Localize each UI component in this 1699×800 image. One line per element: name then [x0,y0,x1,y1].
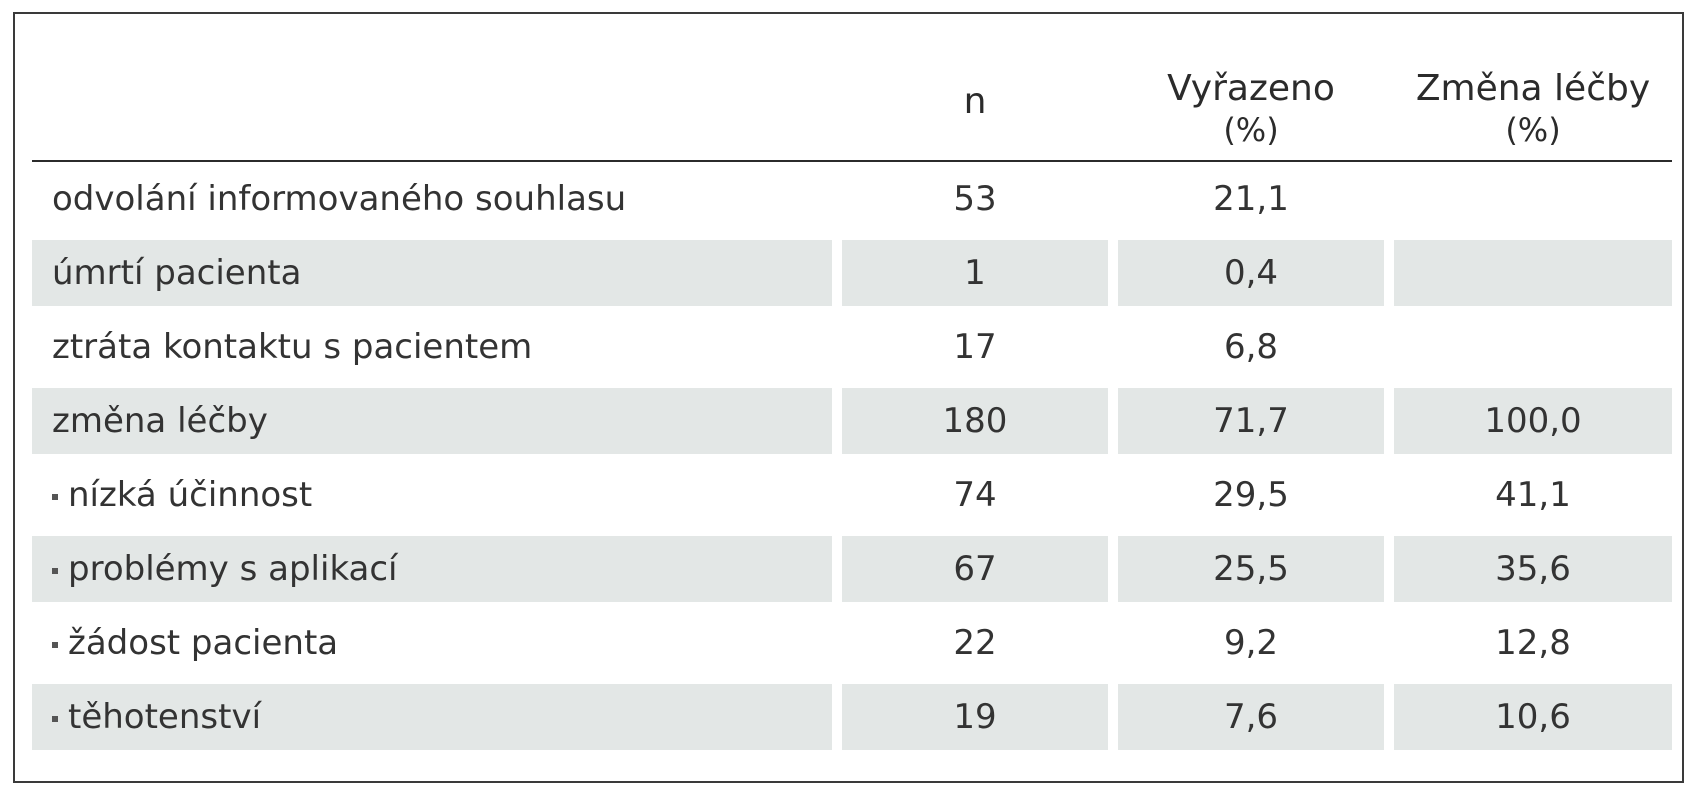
row-label: nízká účinnost [68,475,313,515]
row-label-cell: změna léčby [32,388,832,454]
row-vyrazeno: 29,5 [1213,475,1289,515]
header-zmena-unit: (%) [1505,111,1561,149]
row-label: ztráta kontaktu s pacientem [52,327,533,367]
bullet-icon [52,716,58,722]
row-label: změna léčby [52,401,268,441]
bullet-icon [52,568,58,574]
table-row: žádost pacienta 22 9,2 12,8 [32,610,1672,676]
row-vyrazeno: 25,5 [1118,536,1384,602]
row-label-cell: úmrtí pacienta [32,240,832,306]
row-label: žádost pacienta [68,623,339,663]
header-vyrazeno-unit: (%) [1223,111,1279,149]
bullet-icon [52,494,58,500]
row-zmena [1394,314,1672,380]
row-zmena: 100,0 [1394,388,1672,454]
row-zmena [1394,166,1672,232]
row-zmena: 35,6 [1394,536,1672,602]
row-zmena: 41,1 [1495,475,1571,515]
row-n: 17 [953,327,997,367]
row-label: odvolání informovaného souhlasu [52,179,627,219]
row-label-cell: těhotenství [32,684,832,750]
row-vyrazeno: 6,8 [1223,327,1279,367]
header-zmena-label: Změna léčby [1415,68,1651,109]
row-label-cell: nízká účinnost [32,462,832,528]
header-vyrazeno-label: Vyřazeno [1167,68,1335,109]
row-vyrazeno: 71,7 [1118,388,1384,454]
table-row: úmrtí pacienta 1 0,4 [32,240,1672,306]
row-n: 22 [953,623,997,663]
row-vyrazeno: 7,6 [1118,684,1384,750]
row-label-cell: odvolání informovaného souhlasu [32,166,832,232]
row-label-cell: problémy s aplikací [32,536,832,602]
table-row: problémy s aplikací 67 25,5 35,6 [32,536,1672,602]
row-n: 1 [842,240,1108,306]
header-n: n [842,28,1108,160]
header-vyrazeno: Vyřazeno (%) [1118,28,1384,160]
header-zmena: Změna léčby (%) [1394,28,1672,160]
row-n: 67 [842,536,1108,602]
table-body: odvolání informovaného souhlasu 53 21,1 … [32,166,1672,758]
row-zmena [1394,240,1672,306]
row-zmena: 12,8 [1495,623,1571,663]
row-vyrazeno: 9,2 [1223,623,1279,663]
row-vyrazeno: 0,4 [1118,240,1384,306]
header-rule [32,160,1672,162]
row-n: 53 [953,179,997,219]
table-row: těhotenství 19 7,6 10,6 [32,684,1672,750]
row-vyrazeno: 21,1 [1213,179,1289,219]
row-label-cell: žádost pacienta [32,610,832,676]
table-row: změna léčby 180 71,7 100,0 [32,388,1672,454]
table-row: nízká účinnost 74 29,5 41,1 [32,462,1672,528]
table-header: n Vyřazeno (%) Změna léčby (%) [32,28,1672,160]
row-n: 19 [842,684,1108,750]
row-label-cell: ztráta kontaktu s pacientem [32,314,832,380]
row-label: problémy s aplikací [68,549,398,589]
table-row: ztráta kontaktu s pacientem 17 6,8 [32,314,1672,380]
row-label: úmrtí pacienta [52,253,302,293]
row-label: těhotenství [68,697,262,737]
header-n-label: n [963,81,987,122]
row-n: 74 [953,475,997,515]
row-n: 180 [842,388,1108,454]
row-zmena: 10,6 [1394,684,1672,750]
bullet-icon [52,642,58,648]
table-row: odvolání informovaného souhlasu 53 21,1 [32,166,1672,232]
